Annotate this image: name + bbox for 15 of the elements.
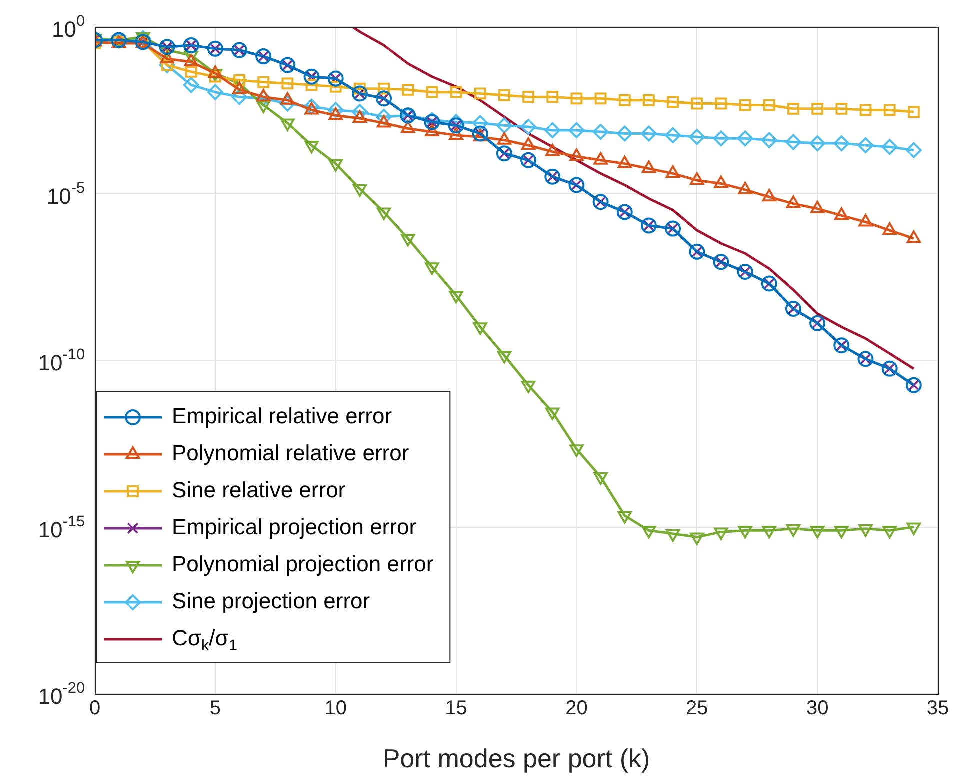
legend-label: Sine relative error [172,478,346,503]
x-tick-label: 0 [89,698,101,720]
legend-label: Polynomial relative error [172,440,410,466]
legend-label: Polynomial projection error [172,552,434,577]
x-tick-label: 15 [445,698,468,720]
x-tick-label: 20 [566,698,588,720]
x-tick-label: 30 [806,698,829,720]
x-tick-label: 25 [686,698,708,720]
x-tick-label: 10 [324,698,347,720]
x-tick-label: 35 [926,698,950,720]
legend-label: Sine projection error [172,588,370,614]
x-axis-title: Port modes per port (k) [382,744,650,774]
legend-label: Empirical relative error [172,404,392,429]
legend-label: Empirical projection error [172,514,417,540]
x-tick-label: 5 [210,698,221,720]
